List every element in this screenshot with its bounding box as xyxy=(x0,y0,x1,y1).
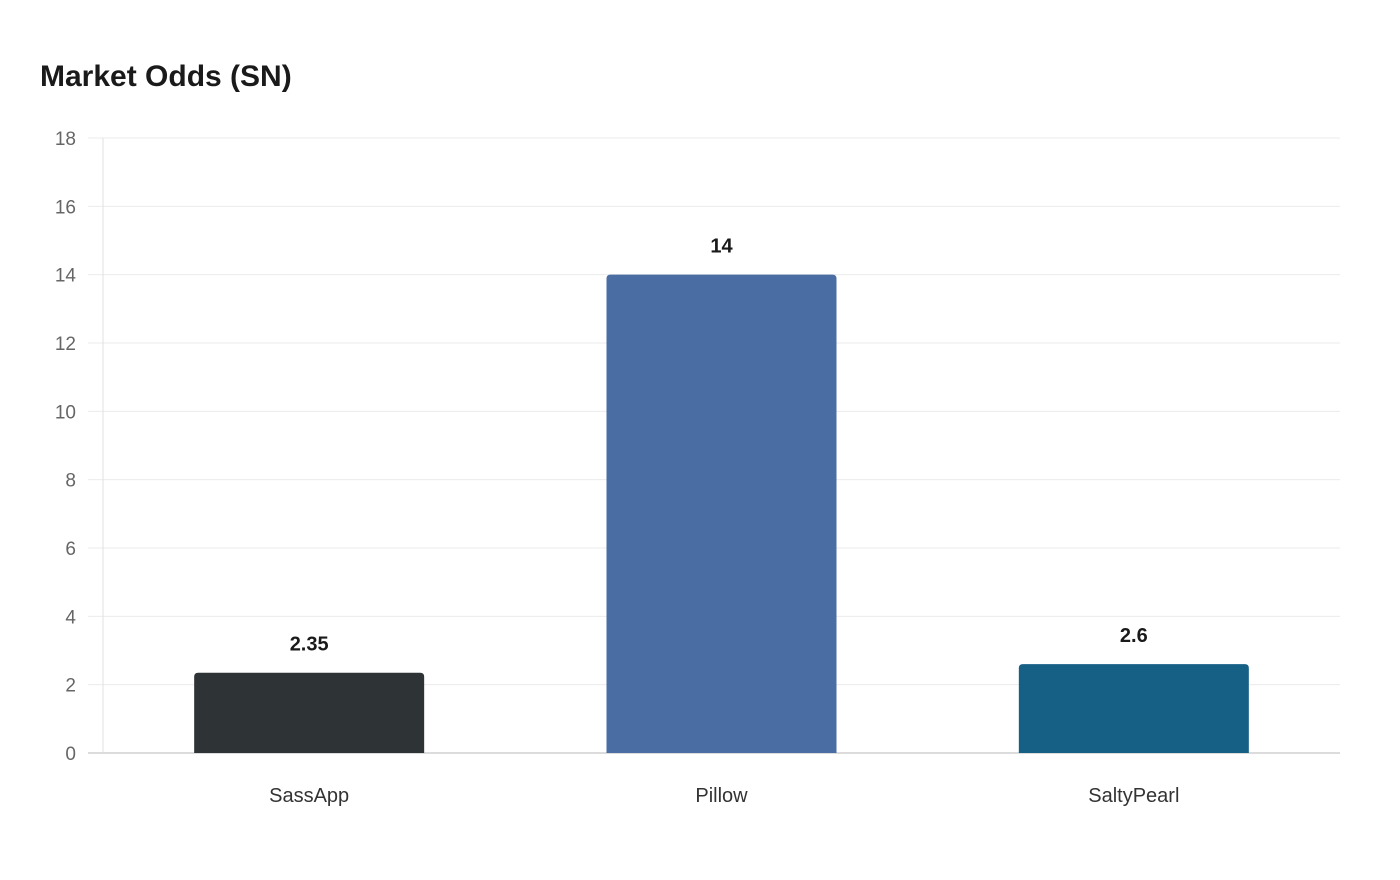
y-tick-label: 8 xyxy=(65,471,76,492)
y-tick-label: 10 xyxy=(55,402,76,423)
y-tick-label: 16 xyxy=(55,197,76,218)
y-tick-label: 2 xyxy=(65,676,76,697)
value-label: 2.35 xyxy=(290,634,329,656)
y-tick-label: 6 xyxy=(65,539,76,560)
y-tick-label: 14 xyxy=(55,266,77,287)
x-tick-label: SaltyPearl xyxy=(1088,785,1179,807)
bar-pillow xyxy=(606,274,837,753)
y-tick-label: 18 xyxy=(55,129,76,150)
value-label: 14 xyxy=(710,236,733,258)
y-tick-label: 0 xyxy=(65,744,76,765)
y-tick-label: 4 xyxy=(65,607,76,628)
x-tick-label: Pillow xyxy=(695,785,748,807)
value-label: 2.6 xyxy=(1120,625,1148,647)
x-tick-label: SassApp xyxy=(269,785,349,807)
bar-saltypearl xyxy=(1018,664,1249,753)
chart-title: Market Odds (SN) xyxy=(40,60,292,93)
bar-sassapp xyxy=(194,672,425,753)
y-tick-label: 12 xyxy=(55,334,76,355)
